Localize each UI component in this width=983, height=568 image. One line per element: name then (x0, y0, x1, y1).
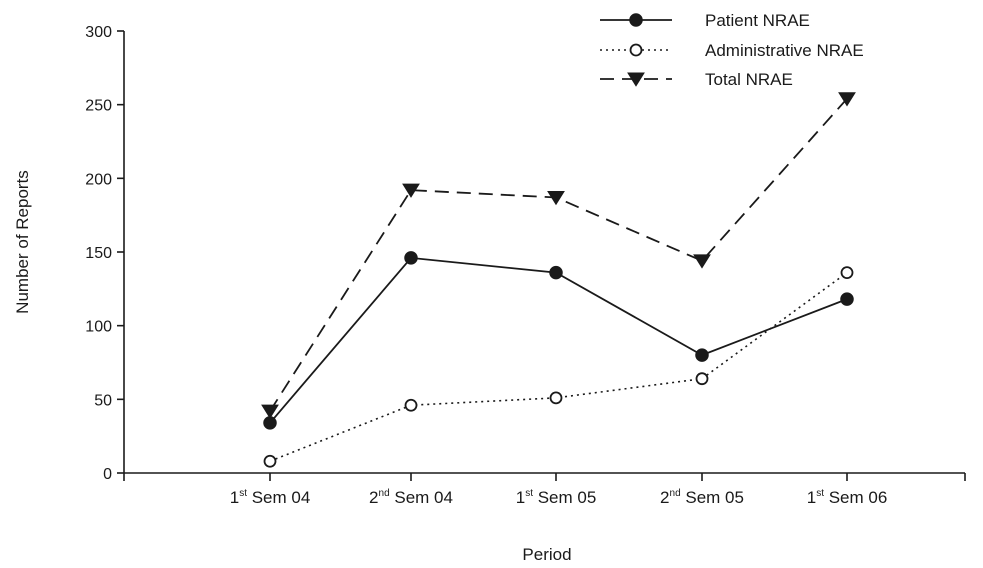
x-tick-label: 1st Sem 06 (807, 488, 888, 507)
x-tick-superscript: nd (379, 488, 390, 499)
x-tick-ordinal: 1 (516, 488, 525, 507)
data-point (547, 190, 565, 206)
x-tick-rest: Sem 04 (390, 488, 453, 507)
series-patient-nrae (263, 251, 854, 430)
series-line (269, 98, 848, 412)
x-tick-label: 2nd Sem 05 (660, 488, 744, 507)
data-point (695, 372, 709, 386)
series-total-nrae (261, 92, 856, 419)
x-tick-rest: Sem 05 (681, 488, 744, 507)
y-tick-label: 200 (85, 171, 112, 188)
data-point (693, 254, 711, 269)
legend-swatch-marker (627, 72, 645, 87)
legend: Patient NRAE Administrative NRAE Total NRA… (600, 11, 864, 89)
x-tick-superscript: st (239, 488, 247, 499)
x-axis-label: Period (522, 545, 571, 564)
x-tick-superscript: st (525, 488, 533, 499)
x-tick-ordinal: 1 (230, 488, 239, 507)
data-point (261, 404, 279, 419)
legend-label: Patient NRAE (705, 11, 810, 30)
legend-item: Total NRAE (600, 70, 793, 89)
x-tick-ordinal: 1 (807, 488, 816, 507)
y-tick-label: 100 (85, 319, 112, 336)
data-point (838, 92, 856, 107)
y-tick-label: 150 (85, 245, 112, 262)
data-point (840, 292, 854, 306)
series-layer (261, 92, 856, 468)
x-tick-ordinal: 2 (369, 488, 378, 507)
data-point (402, 183, 420, 198)
legend-swatch-marker (629, 43, 643, 57)
data-point (549, 265, 563, 280)
legend-item: Patient NRAE (600, 11, 810, 30)
legend-swatch-marker (629, 13, 643, 27)
x-tick-superscript: nd (670, 488, 681, 499)
x-tick-ordinal: 2 (660, 488, 669, 507)
y-ticks: 0 50 100 150 200 250 300 (85, 24, 124, 483)
data-point (263, 454, 277, 468)
axes (123, 31, 965, 474)
y-tick-label: 300 (85, 24, 112, 41)
x-ticks: 1st Sem 04 2nd Sem 04 1st Sem 05 2nd Sem 05… (123, 473, 966, 507)
legend-label: Administrative NRAE (705, 41, 864, 60)
y-axis-label: Number of Reports (13, 170, 32, 314)
x-tick-label: 1st Sem 05 (516, 488, 597, 507)
data-point (549, 391, 563, 405)
x-tick-rest: Sem 06 (824, 488, 887, 507)
legend-label: Total NRAE (705, 70, 793, 89)
series-line (269, 271, 848, 462)
data-point (695, 348, 709, 362)
x-tick-label: 1st Sem 04 (230, 488, 311, 507)
series-administrative-nrae (263, 266, 854, 468)
y-tick-label: 50 (94, 392, 112, 409)
legend-item: Administrative NRAE (600, 41, 864, 60)
x-tick-rest: Sem 05 (533, 488, 596, 507)
y-tick-label: 250 (85, 98, 112, 115)
data-point (404, 251, 418, 265)
x-tick-superscript: st (816, 488, 824, 499)
data-point (404, 398, 418, 412)
x-tick-label: 2nd Sem 04 (369, 488, 453, 507)
data-point (840, 266, 854, 280)
data-point (263, 416, 277, 430)
x-tick-rest: Sem 04 (247, 488, 310, 507)
y-tick-label: 0 (103, 466, 112, 483)
